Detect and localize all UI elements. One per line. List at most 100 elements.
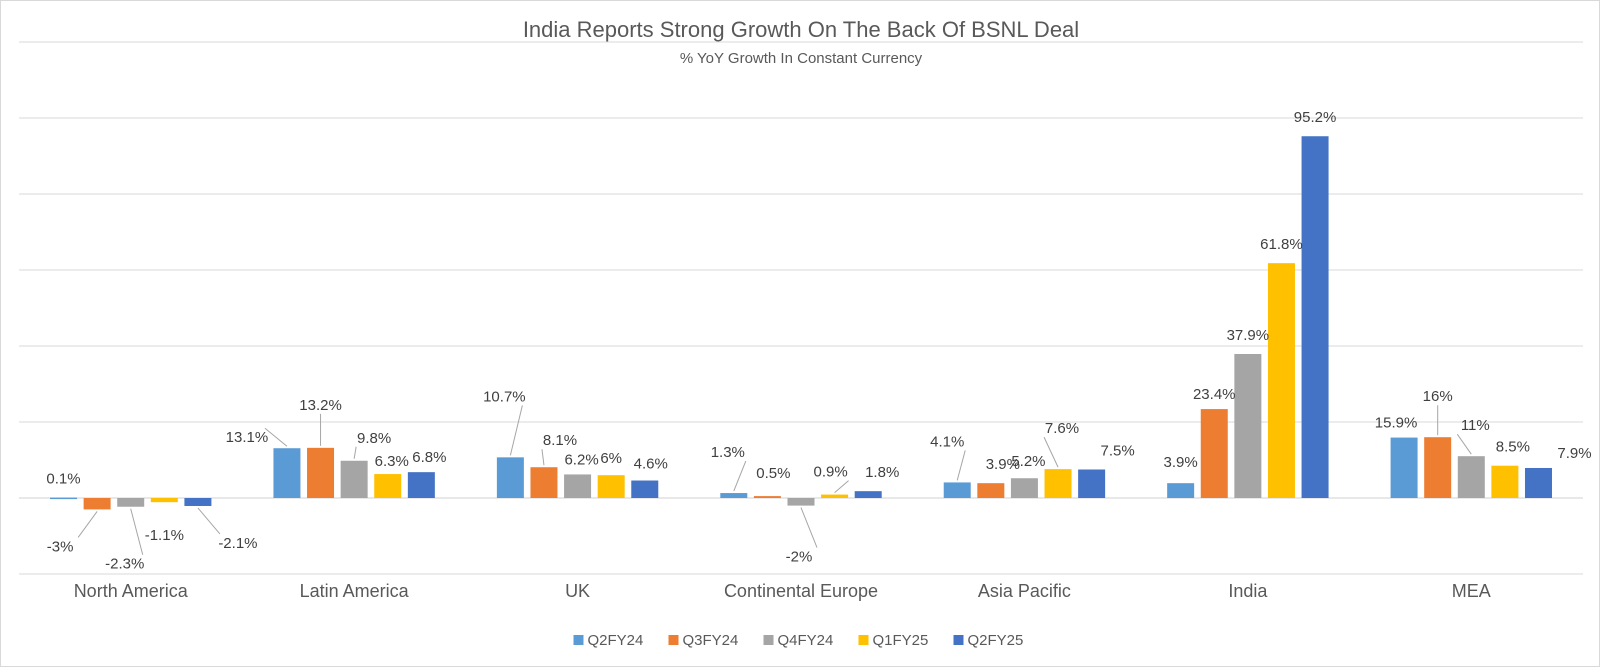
data-label-q4fy24-4: 5.2%	[1011, 453, 1045, 470]
bar-q4fy24-5	[1234, 353, 1262, 498]
bar-q2fy24-2	[496, 457, 524, 498]
legend: Q2FY24 Q3FY24 Q4FY24 Q1FY25 Q2FY25	[573, 632, 1023, 649]
data-label-q3fy24-3: 0.5%	[756, 465, 790, 482]
bar-q4fy24-6	[1457, 456, 1485, 498]
bars	[50, 136, 1552, 510]
legend-label: Q3FY24	[683, 632, 739, 649]
bar-q1fy25-6	[1491, 465, 1519, 498]
data-label-q4fy24-1: 9.8%	[357, 430, 391, 447]
data-label-q2fy24-2: 10.7%	[483, 388, 526, 405]
data-label-q2fy24-6: 15.9%	[1375, 415, 1418, 432]
bar-q2fy24-3	[720, 493, 748, 498]
bar-q3fy24-3	[753, 496, 781, 498]
bar-q3fy24-2	[530, 467, 558, 498]
bar-q2fy25-3	[854, 491, 882, 498]
bar-q3fy24-5	[1200, 409, 1228, 498]
data-label-q2fy24-3: 1.3%	[711, 444, 745, 461]
category-label: UK	[565, 581, 590, 601]
data-label-q2fy24-4: 4.1%	[930, 433, 964, 450]
bar-q4fy24-0	[117, 498, 145, 507]
data-label-q2fy25-1: 6.8%	[412, 449, 446, 466]
bar-q3fy24-6	[1424, 437, 1452, 498]
category-label: Asia Pacific	[978, 581, 1071, 601]
chart-subtitle: % YoY Growth In Constant Currency	[680, 50, 923, 67]
legend-swatch	[858, 635, 869, 645]
bar-q1fy25-3	[821, 494, 849, 498]
data-label-q1fy25-0: -1.1%	[145, 527, 184, 544]
bar-q2fy24-5	[1167, 483, 1195, 498]
legend-swatch	[573, 635, 584, 645]
bar-q3fy24-0	[83, 498, 111, 510]
bar-q2fy24-6	[1390, 437, 1418, 498]
legend-swatch	[668, 635, 679, 645]
legend-swatch	[953, 635, 964, 645]
data-label-q1fy25-2: 6%	[600, 450, 622, 467]
leader-line	[1043, 436, 1059, 468]
data-label-q2fy24-0: 0.1%	[46, 471, 80, 488]
data-label-q3fy24-4: 3.9%	[986, 456, 1020, 473]
bar-q3fy24-4	[977, 483, 1005, 498]
bar-q4fy24-3	[787, 498, 815, 506]
legend-item-q3fy24: Q3FY24	[668, 632, 739, 649]
data-label-q1fy25-4: 7.6%	[1045, 420, 1079, 437]
category-label: Latin America	[300, 581, 410, 601]
category-label: North America	[74, 581, 189, 601]
data-label-q1fy25-6: 8.5%	[1496, 439, 1530, 456]
bar-q1fy25-2	[597, 475, 625, 498]
data-label-q2fy25-5: 95.2%	[1294, 109, 1337, 126]
data-label-q2fy25-6: 7.9%	[1557, 445, 1591, 462]
legend-label: Q4FY24	[778, 632, 834, 649]
leader-line	[130, 508, 144, 555]
data-label-q2fy25-4: 7.5%	[1101, 443, 1135, 460]
data-label-q3fy24-2: 8.1%	[543, 432, 577, 449]
leader-line	[800, 507, 818, 548]
data-label-q3fy24-0: -3%	[47, 538, 74, 555]
leader-line	[733, 460, 747, 492]
bar-q2fy24-4	[943, 482, 971, 498]
leader-line	[541, 449, 545, 466]
data-label-q4fy24-5: 37.9%	[1227, 327, 1270, 344]
category-label: India	[1228, 581, 1268, 601]
data-label-q2fy24-1: 13.1%	[226, 429, 269, 446]
chart-title: India Reports Strong Growth On The Back …	[523, 17, 1079, 42]
bar-q4fy24-1	[340, 460, 368, 498]
data-label-q2fy25-0: -2.1%	[218, 535, 257, 552]
bar-q4fy24-4	[1010, 478, 1038, 498]
leader-line	[197, 507, 221, 535]
category-label: MEA	[1452, 581, 1491, 601]
bar-q1fy25-4	[1044, 469, 1072, 498]
data-labels: 0.1% -3% -2.3%-1.1% -2.1% 13.1% 13.2% 9.8% 6.3%…	[46, 109, 1591, 573]
legend-item-q1fy25: Q1FY25	[858, 632, 929, 649]
leader-line	[77, 511, 98, 538]
data-label-q2fy24-5: 3.9%	[1164, 454, 1198, 471]
data-label-q1fy25-3: 0.9%	[813, 464, 847, 481]
data-label-q4fy24-2: 6.2%	[564, 451, 598, 468]
bar-q1fy25-0	[150, 498, 178, 503]
legend-label: Q2FY24	[588, 632, 644, 649]
legend-label: Q1FY25	[873, 632, 929, 649]
legend-item-q2fy25: Q2FY25	[953, 632, 1023, 649]
bar-q2fy25-2	[631, 480, 659, 498]
label-leader-lines	[77, 405, 1472, 555]
gridlines	[19, 41, 1583, 575]
data-label-q1fy25-5: 61.8%	[1260, 236, 1303, 253]
category-axis-labels: North America Latin America UK Continental …	[74, 581, 1491, 601]
category-label: Continental Europe	[724, 581, 878, 601]
bar-q1fy25-1	[374, 474, 402, 498]
data-label-q4fy24-0: -2.3%	[105, 556, 144, 573]
bar-q3fy24-1	[307, 447, 335, 498]
data-label-q2fy25-2: 4.6%	[634, 456, 668, 473]
bar-q2fy25-1	[407, 472, 435, 498]
bar-q2fy25-0	[184, 498, 212, 506]
data-label-q4fy24-3: -2%	[786, 549, 813, 566]
leader-line	[353, 446, 357, 459]
legend-swatch	[763, 635, 774, 645]
data-label-q2fy25-3: 1.8%	[865, 464, 899, 481]
bar-q2fy24-1	[273, 448, 301, 498]
leader-line	[956, 450, 966, 481]
leader-line	[834, 480, 849, 493]
data-label-q3fy24-1: 13.2%	[299, 397, 342, 414]
bar-q2fy25-5	[1301, 136, 1329, 499]
data-label-q3fy24-5: 23.4%	[1193, 386, 1236, 403]
